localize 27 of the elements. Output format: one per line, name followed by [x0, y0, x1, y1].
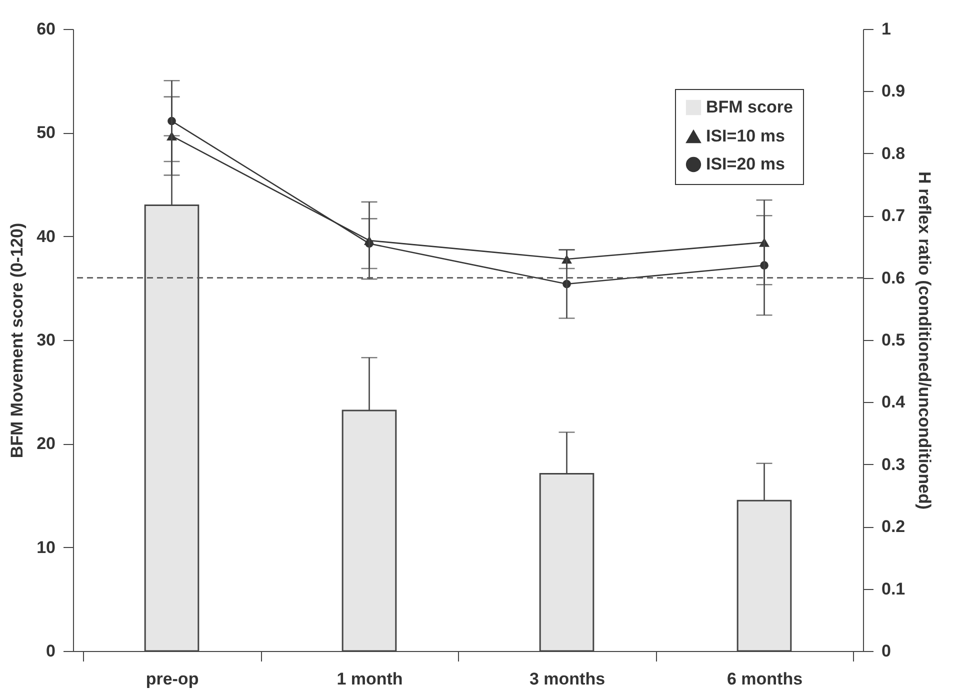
y2-tick-label: 0.7	[882, 206, 906, 226]
y2-tick-label: 0.9	[882, 82, 906, 101]
legend-label: ISI=10 ms	[706, 126, 785, 146]
y-tick-label: 30	[36, 330, 56, 350]
y2-tick-label: 0.4	[882, 392, 906, 412]
y2-tick-label: 0.3	[882, 454, 906, 474]
y2-tick-label: 0	[882, 642, 891, 660]
y-tick-label: 60	[36, 20, 56, 38]
y2-tick-label: 0.1	[882, 579, 906, 598]
y2-tick-label: 1	[882, 20, 891, 38]
y-tick-label: 20	[36, 434, 56, 454]
y2-axis-title: H reflex ratio (conditioned/unconditioned)	[915, 171, 934, 510]
y-axis-title: BFM Movement score (0-120)	[8, 222, 27, 458]
y2-tick-label: 0.5	[882, 330, 906, 350]
x-tick-label: pre-op	[146, 670, 199, 688]
y-tick-label: 50	[36, 123, 56, 142]
y2-tick-label: 0.2	[882, 517, 906, 536]
y-tick-label: 40	[36, 226, 56, 246]
y-tick-label: 10	[36, 538, 56, 557]
legend-label: BFM score	[706, 98, 793, 116]
y-tick-label: 0	[46, 642, 56, 660]
legend-label: ISI=20 ms	[706, 154, 785, 174]
y2-tick-label: 0.6	[882, 268, 906, 288]
x-tick-label: 6 months	[726, 670, 803, 688]
y2-tick-label: 0.8	[882, 144, 906, 163]
x-tick-label: 1 month	[336, 670, 403, 688]
x-tick-label: 3 months	[529, 670, 606, 688]
